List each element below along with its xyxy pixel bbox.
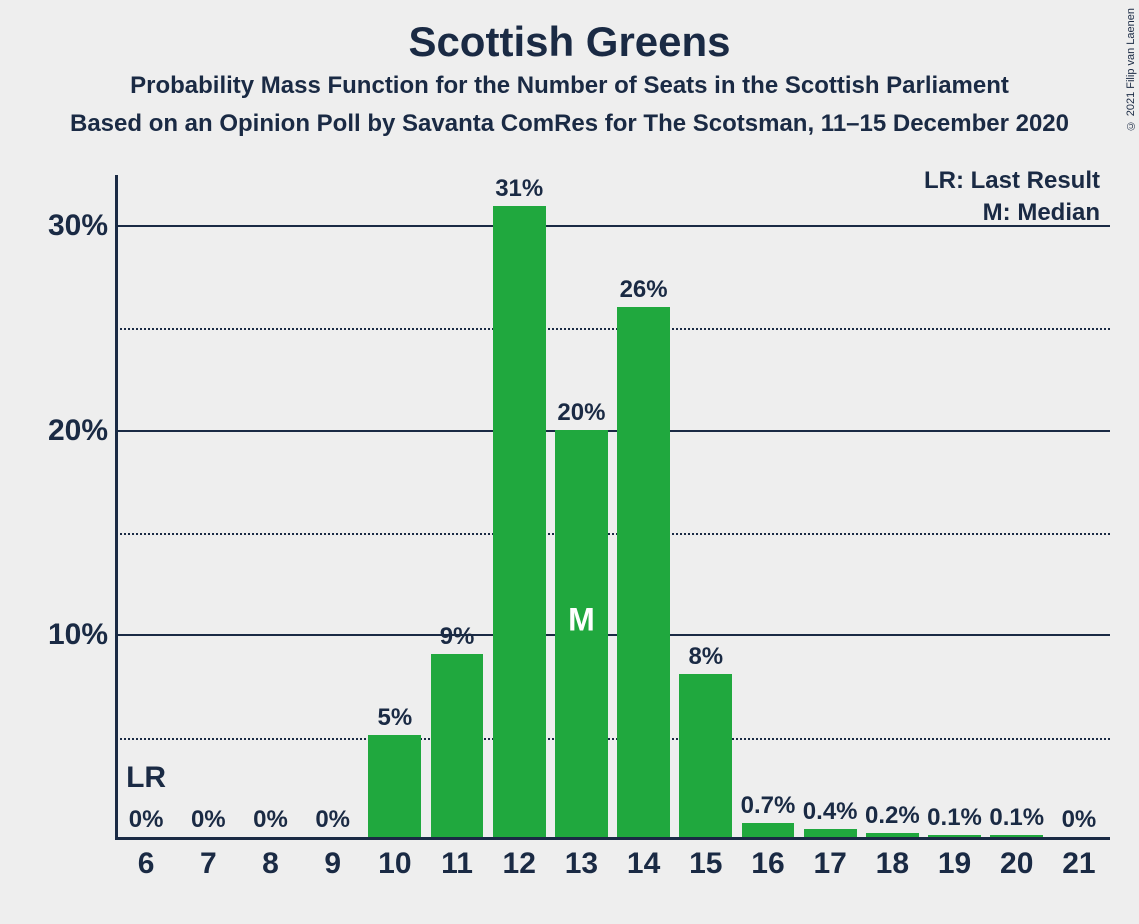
bar-value-label: 20% (557, 399, 605, 427)
x-tick-label: 17 (813, 847, 846, 881)
bar-value-label: 0.2% (865, 802, 920, 830)
y-tick-label: 20% (18, 414, 108, 448)
bar (866, 833, 919, 837)
bar (431, 654, 484, 837)
x-tick-label: 6 (138, 847, 155, 881)
bar-value-label: 0% (129, 806, 164, 834)
bar-value-label: 5% (378, 704, 413, 732)
bar (990, 835, 1043, 837)
x-tick-label: 10 (378, 847, 411, 881)
bar (617, 307, 670, 837)
x-tick-label: 19 (938, 847, 971, 881)
grid-minor-line (115, 328, 1110, 330)
median-marker: M (568, 601, 595, 638)
grid-minor-line (115, 738, 1110, 740)
bar-value-label: 9% (440, 623, 475, 651)
x-tick-label: 15 (689, 847, 722, 881)
x-tick-label: 14 (627, 847, 660, 881)
grid-major-line (115, 225, 1110, 227)
x-tick-label: 11 (441, 847, 473, 881)
chart-subtitle: Probability Mass Function for the Number… (0, 72, 1139, 100)
bar (493, 206, 546, 837)
bar-value-label: 8% (688, 643, 723, 671)
bar (368, 735, 421, 837)
bar-value-label: 0% (191, 806, 226, 834)
bar-value-label: 0.1% (989, 804, 1044, 832)
x-tick-label: 18 (876, 847, 909, 881)
bar-value-label: 0.4% (803, 798, 858, 826)
bar (928, 835, 981, 837)
grid-major-line (115, 634, 1110, 636)
grid-major-line (115, 430, 1110, 432)
bar-value-label: 0.7% (741, 792, 796, 820)
y-axis (115, 175, 118, 840)
bar (804, 829, 857, 837)
bar (679, 674, 732, 837)
bar-value-label: 0% (253, 806, 288, 834)
x-tick-label: 20 (1000, 847, 1033, 881)
bar-value-label: 26% (620, 276, 668, 304)
bar-value-label: 31% (495, 175, 543, 203)
x-tick-label: 8 (262, 847, 279, 881)
y-tick-label: 30% (18, 209, 108, 243)
bar-value-label: 0% (1062, 806, 1097, 834)
legend-m: M: Median (983, 199, 1100, 227)
chart-plot-area: LR: Last Result M: Median 10%20%30%0%60%… (115, 175, 1110, 840)
x-tick-label: 7 (200, 847, 217, 881)
chart-source: Based on an Opinion Poll by Savanta ComR… (0, 110, 1139, 138)
x-axis (115, 837, 1110, 840)
bar (742, 823, 795, 837)
bar-value-label: 0.1% (927, 804, 982, 832)
chart-title: Scottish Greens (0, 18, 1139, 66)
x-tick-label: 16 (751, 847, 784, 881)
y-tick-label: 10% (18, 618, 108, 652)
grid-minor-line (115, 533, 1110, 535)
copyright-text: © 2021 Filip van Laenen (1125, 8, 1137, 131)
legend-lr: LR: Last Result (924, 167, 1100, 195)
lr-marker: LR (126, 761, 166, 795)
x-tick-label: 9 (324, 847, 341, 881)
x-tick-label: 21 (1062, 847, 1095, 881)
x-tick-label: 13 (565, 847, 598, 881)
x-tick-label: 12 (503, 847, 536, 881)
bar-value-label: 0% (315, 806, 350, 834)
